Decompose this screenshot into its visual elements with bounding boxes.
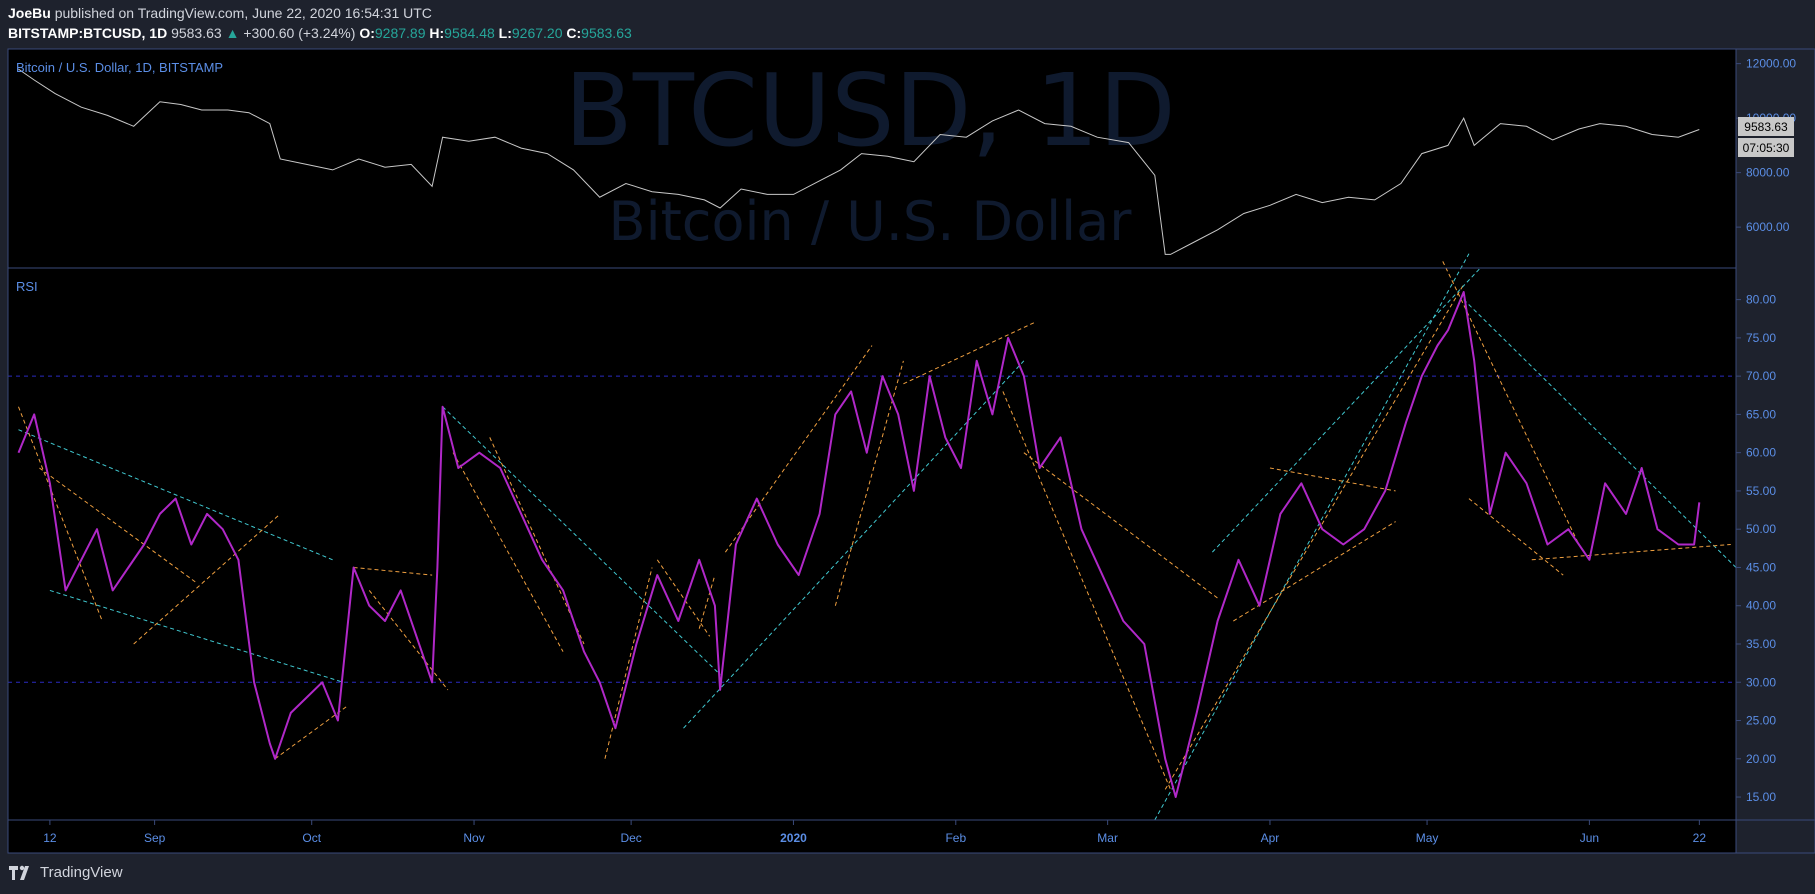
trendline-27[interactable]: [1468, 498, 1564, 576]
time-tick-label: Oct: [302, 831, 321, 845]
up-arrow-icon: ▲: [225, 25, 240, 41]
trendline-7[interactable]: [368, 590, 449, 691]
trendline-8[interactable]: [442, 406, 721, 675]
publish-info: JoeBu published on TradingView.com, June…: [8, 5, 432, 21]
open-value: 9287.89: [374, 25, 426, 41]
last-price-tag: 9583.63: [1738, 117, 1794, 136]
high-value: 9584.48: [444, 25, 495, 41]
rsi-tick-label: 55.00: [1746, 484, 1776, 498]
published-text: published on TradingView.com, June 22, 2…: [54, 5, 432, 21]
time-tick-label: May: [1416, 831, 1439, 845]
chart-background: [8, 49, 1736, 853]
trendline-2[interactable]: [39, 467, 197, 584]
trendline-17[interactable]: [903, 322, 1035, 385]
low-label: L:: [498, 25, 512, 41]
footer-brand: TradingView: [40, 863, 123, 881]
trendline-6[interactable]: [353, 566, 433, 576]
trendline-23[interactable]: [1269, 467, 1396, 492]
rsi-pane-legend[interactable]: RSI: [16, 279, 38, 294]
tradingview-branding[interactable]: TradingView: [8, 863, 123, 881]
rsi-tick-label: 40.00: [1746, 599, 1776, 613]
trendline-12[interactable]: [656, 559, 711, 637]
rsi-tick-label: 45.00: [1746, 560, 1776, 574]
rsi-tick-label: 20.00: [1746, 752, 1776, 766]
trendline-1[interactable]: [18, 429, 333, 561]
trendline-5[interactable]: [274, 704, 349, 760]
rsi-tick-label: 30.00: [1746, 675, 1776, 689]
trendline-15[interactable]: [724, 345, 873, 553]
rsi-levels: [8, 375, 1736, 683]
last-price-tag-label: 9583.63: [1744, 120, 1788, 134]
trendline-26[interactable]: [1463, 299, 1737, 568]
trendline-10[interactable]: [489, 437, 585, 645]
trendline-0[interactable]: [18, 406, 103, 622]
close-value: 9583.63: [581, 25, 632, 41]
time-tick-label: 2020: [780, 831, 807, 845]
open-label: O:: [359, 25, 375, 41]
rsi-tick-label: 50.00: [1746, 522, 1776, 536]
close-label: C:: [566, 25, 582, 41]
rsi-tick-label: 15.00: [1746, 790, 1776, 804]
time-tick-label: Apr: [1261, 831, 1280, 845]
rsi-series-line: [17, 291, 1701, 798]
bar-timer-tag: 07:05:30: [1738, 138, 1794, 157]
time-tick-label: Sep: [144, 831, 166, 845]
time-tick-label: Nov: [463, 831, 484, 845]
trendline-4[interactable]: [133, 513, 281, 645]
price-pane-legend[interactable]: Bitcoin / U.S. Dollar, 1D, BITSTAMP: [16, 60, 223, 75]
last-price: 9583.63: [171, 25, 222, 41]
rsi-tick-label: 70.00: [1746, 369, 1776, 383]
tradingview-logo-icon: [9, 865, 29, 880]
watermark-symbol: BTCUSD, 1D: [564, 52, 1176, 169]
trendline-19[interactable]: [1002, 391, 1171, 790]
symbol-label[interactable]: BITSTAMP:BTCUSD, 1D: [8, 25, 168, 41]
price-tick-label: 6000.00: [1746, 220, 1790, 234]
ohlc-bar: BITSTAMP:BTCUSD, 1D 9583.63 ▲ +300.60 (+…: [8, 25, 632, 41]
trendline-11[interactable]: [604, 567, 653, 759]
trendline-3[interactable]: [49, 589, 344, 683]
price-series-line: [18, 68, 1700, 255]
price-tick-label: 8000.00: [1746, 166, 1790, 180]
trendline-20[interactable]: [1154, 253, 1470, 821]
trendline-9[interactable]: [452, 452, 564, 652]
time-tick-label: 22: [1693, 831, 1707, 845]
trendline-18[interactable]: [1023, 452, 1218, 599]
trendline-22[interactable]: [1211, 268, 1480, 553]
time-tick-label: Jun: [1580, 831, 1599, 845]
chart-frame: [7, 48, 1815, 854]
time-tick-label: Mar: [1097, 831, 1118, 845]
trendline-13[interactable]: [698, 574, 716, 629]
price-plot: [18, 68, 1700, 255]
time-tick-label: Feb: [945, 831, 966, 845]
rsi-tick-label: 25.00: [1746, 714, 1776, 728]
low-value: 9267.20: [511, 25, 563, 41]
rsi-tick-label: 65.00: [1746, 407, 1776, 421]
time-tick-label: Dec: [620, 831, 641, 845]
rsi-tick-label: 75.00: [1746, 331, 1776, 345]
rsi-tick-label: 60.00: [1746, 446, 1776, 460]
chart-canvas[interactable]: BTCUSD, 1D Bitcoin / U.S. Dollar 12000.0…: [0, 0, 1815, 856]
rsi-tick-label: 80.00: [1746, 293, 1776, 307]
rsi-plot: [17, 291, 1701, 798]
price-change: +300.60 (+3.24%): [243, 25, 356, 41]
rsi-tick-label: 35.00: [1746, 637, 1776, 651]
time-tick-label: 12: [43, 831, 57, 845]
rsi-axis[interactable]: 80.00 75.00 70.00 65.00 60.00 55.00 50.00 45.00…: [1736, 293, 1776, 804]
author-name[interactable]: JoeBu: [8, 5, 51, 21]
trendline-28[interactable]: [1531, 544, 1731, 561]
high-label: H:: [429, 25, 445, 41]
bar-timer-tag-label: 07:05:30: [1743, 141, 1790, 155]
time-axis[interactable]: 12 Sep Oct Nov Dec 2020 Feb Mar Apr May Jun 22: [43, 820, 1706, 845]
watermark-name: Bitcoin / U.S. Dollar: [609, 190, 1133, 253]
price-tick-label: 12000.00: [1746, 57, 1796, 71]
